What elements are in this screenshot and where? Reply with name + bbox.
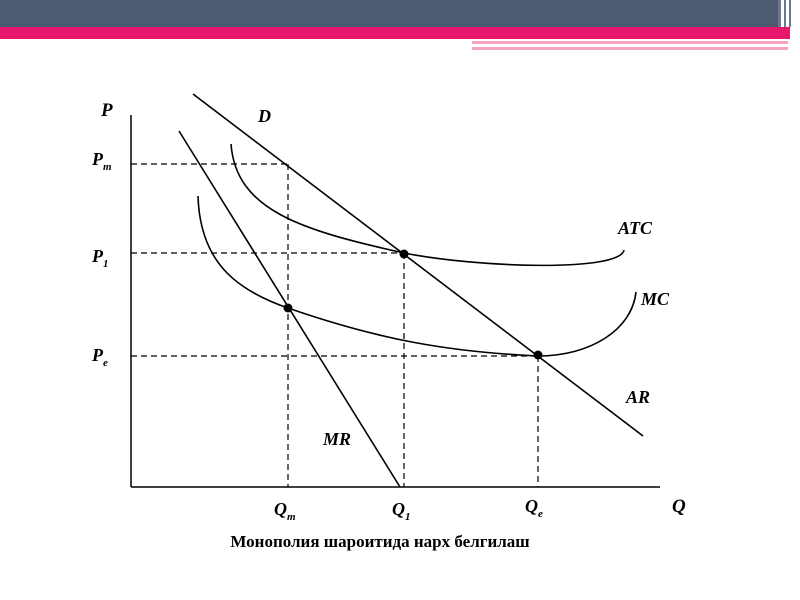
marginal-cost-curve-label: MC [640,289,670,309]
demand-curve-label: D [257,106,271,126]
quantity-tick-qe: Qe [525,496,543,520]
quantity-tick-qm: Qm [274,499,296,523]
diagram-caption: Монополия шароитида нарх белгилаш [230,532,530,551]
marginal-cost-curve [197,195,637,357]
average-total-cost-curve [230,143,625,267]
intersection-point-qm [283,303,293,313]
average-revenue-curve-label: AR [625,387,650,407]
header-stripe [789,0,791,27]
marginal-revenue-curve-label: MR [322,429,351,449]
header-accent-bar [0,27,790,39]
header-accent-stripe [782,27,785,39]
price-tick-pm: Pm [91,149,112,173]
quantity-tick-q1: Q1 [392,499,411,523]
intersection-point-qe [533,350,543,360]
y-axis-label: P [100,100,113,121]
header-stripe [784,0,786,27]
price-tick-pe: Pe [91,345,108,369]
header-light-stripe [472,41,788,44]
slide-header-decoration [0,0,791,50]
demand-curve [192,93,644,437]
x-axis-label: Q [672,496,686,517]
average-total-cost-curve-label: ATC [617,218,653,238]
header-light-stripe [472,47,788,50]
price-tick-p1: P1 [91,246,109,270]
intersection-point-q1 [399,249,409,259]
header-stripe [778,0,781,27]
header-dark-bar [0,0,778,27]
